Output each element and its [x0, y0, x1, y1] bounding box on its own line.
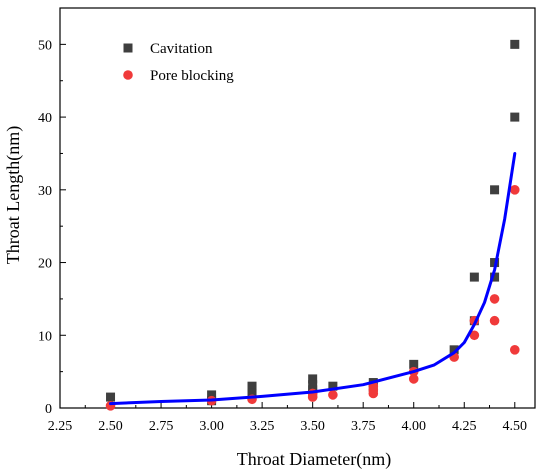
- x-tick-label: 2.25: [48, 419, 73, 434]
- x-tick-label: 3.50: [300, 419, 325, 434]
- fit-curve: [109, 152, 517, 406]
- y-tick-label: 0: [45, 402, 52, 417]
- legend-marker-pore-blocking: [123, 70, 133, 80]
- x-tick-label: 3.25: [250, 419, 275, 434]
- cavitation-point: [510, 39, 520, 49]
- pore-blocking-point: [328, 390, 338, 400]
- y-axis-ticks: 0 10 20 30 40 50: [38, 38, 66, 417]
- cavitation-point: [469, 272, 479, 282]
- x-tick-label: 2.75: [149, 419, 174, 434]
- axes: [59, 7, 536, 409]
- y-tick-label: 20: [38, 257, 52, 272]
- legend-label: Cavitation: [150, 41, 213, 57]
- cavitation-point: [247, 388, 257, 398]
- y-tick-label: 30: [38, 184, 52, 199]
- cavitation-point: [247, 381, 257, 391]
- y-tick-label: 10: [38, 329, 52, 344]
- x-tick-label: 4.50: [503, 419, 528, 434]
- pore-blocking-point: [509, 345, 520, 355]
- y-tick-label: 40: [38, 111, 52, 126]
- legend: Cavitation Pore blocking: [123, 41, 234, 84]
- y-axis-title: Throat Length(nm): [3, 126, 24, 264]
- cavitation-point: [308, 380, 318, 390]
- cavitation-point: [449, 345, 459, 355]
- x-axis-title: Throat Diameter(nm): [237, 449, 391, 470]
- x-tick-label: 3.75: [351, 419, 376, 434]
- cavitation-point: [490, 185, 500, 195]
- x-axis-ticks: 2.25 2.50 2.75 3.00 3.25 3.50 3.75 4.00 4.25 4.50: [48, 402, 527, 434]
- plot-area: [105, 39, 520, 411]
- pore-blocking-point: [469, 330, 480, 341]
- x-tick-label: 4.00: [401, 419, 426, 434]
- cavitation-point: [510, 112, 520, 122]
- y-tick-label: 50: [38, 38, 52, 53]
- cavitation-point: [409, 359, 419, 369]
- plot-frame: [59, 7, 536, 409]
- cavitation-point: [106, 392, 116, 402]
- x-tick-label: 3.00: [199, 419, 224, 434]
- pore-blocking-point: [509, 185, 520, 195]
- pore-blocking-point: [489, 294, 500, 304]
- x-tick-label: 4.25: [452, 419, 477, 434]
- pore-blocking-point: [489, 315, 500, 326]
- legend-marker-cavitation: [123, 43, 133, 53]
- cavitation-point: [207, 390, 217, 400]
- legend-label: Pore blocking: [150, 68, 234, 84]
- cavitation-point: [490, 272, 500, 282]
- x-tick-label: 2.50: [98, 419, 123, 434]
- cavitation-point: [328, 381, 338, 391]
- pore-blocking-point: [408, 374, 419, 384]
- cavitation-point: [308, 374, 318, 384]
